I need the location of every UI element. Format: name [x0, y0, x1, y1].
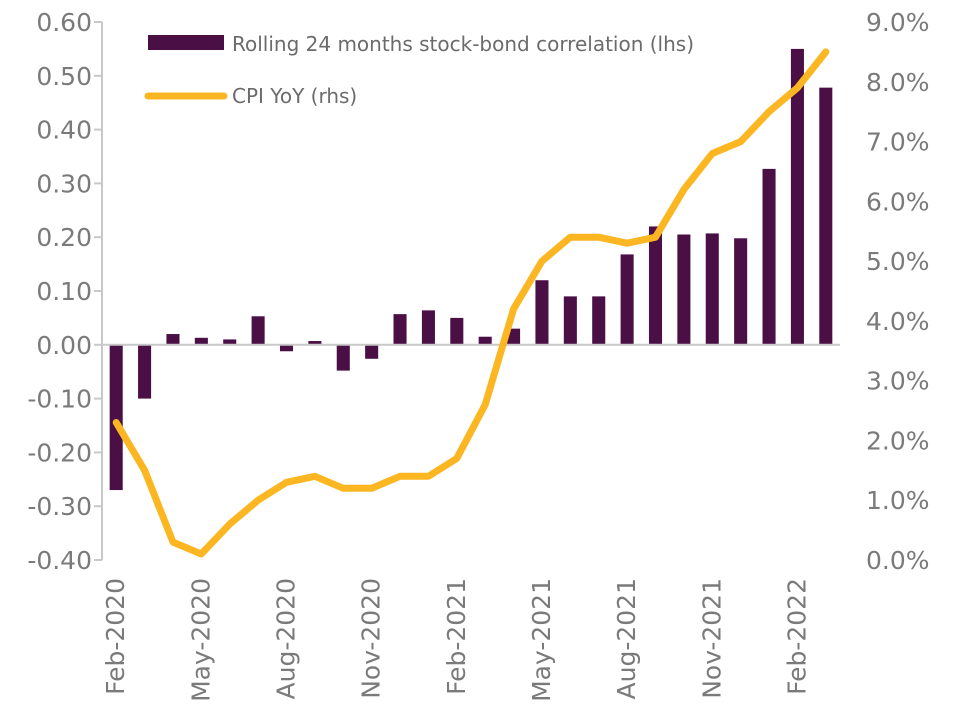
left-tick-label: -0.20 [27, 438, 92, 467]
cpi-point [115, 422, 117, 424]
legend-label-cpi: CPI YoY (rhs) [232, 84, 357, 108]
correlation-bar [563, 296, 577, 345]
right-tick-label: 3.0% [866, 367, 930, 396]
left-tick-label: 0.60 [36, 8, 92, 37]
left-tick-label: -0.30 [27, 492, 92, 521]
legend-swatch-correlation [148, 35, 224, 50]
cpi-point [200, 553, 202, 555]
correlation-bar [790, 48, 804, 345]
cpi-point [711, 153, 713, 155]
right-tick-label: 9.0% [866, 8, 930, 37]
left-tick-label: 0.50 [36, 62, 92, 91]
left-tick-label: 0.10 [36, 277, 92, 306]
cpi-point [655, 236, 656, 238]
correlation-bar [166, 334, 180, 345]
correlation-bar [251, 316, 265, 345]
left-tick-label: -0.10 [27, 385, 92, 414]
cpi-point [286, 481, 287, 483]
correlation-bar [705, 233, 719, 345]
cpi-points [115, 51, 827, 555]
correlation-bar [677, 234, 691, 345]
cpi-point [399, 475, 401, 477]
x-tick-label: May-2020 [186, 578, 215, 702]
left-tick-label: 0.30 [36, 169, 92, 198]
cpi-point [484, 404, 486, 406]
cpi-line [112, 48, 830, 558]
right-tick-label: 6.0% [866, 187, 930, 216]
correlation-bar [762, 168, 776, 345]
correlation-bar [478, 336, 492, 345]
correlation-bar [819, 87, 833, 345]
correlation-bar [109, 344, 123, 491]
cpi-point [513, 308, 515, 310]
left-tick-label: 0.20 [36, 223, 92, 252]
correlation-bar [450, 317, 464, 345]
cpi-point [541, 260, 543, 262]
right-tick-label: 5.0% [866, 247, 930, 276]
right-tick-label: 1.0% [866, 486, 930, 515]
right-y-axis: 9.0% 8.0% 7.0% 6.0% 5.0% 4.0% 3.0% 2.0% 1.0% 0.0% [866, 8, 930, 575]
x-tick-label: May-2021 [527, 578, 556, 702]
legend: Rolling 24 months stock-bond correlation… [144, 32, 694, 108]
cpi-point [144, 469, 146, 471]
correlation-bar [592, 296, 606, 345]
cpi-point [598, 236, 600, 238]
cpi-point [626, 242, 628, 244]
correlation-bar [393, 314, 407, 345]
left-y-axis: 0.60 0.50 0.40 0.30 0.20 0.10 0.00 -0.10 -0.20 -0… [27, 8, 103, 575]
x-tick-label: Aug-2021 [612, 578, 641, 699]
cpi-point [740, 141, 742, 143]
cpi-point [342, 487, 344, 489]
x-tick-label: Feb-2022 [782, 578, 811, 695]
x-tick-label: Nov-2020 [357, 578, 386, 699]
x-tick-label: Nov-2021 [697, 578, 726, 699]
left-tick-label: 0.00 [36, 331, 92, 360]
correlation-bar [535, 280, 549, 345]
x-tick-label: Feb-2020 [101, 578, 130, 695]
correlation-bar [620, 254, 634, 345]
cpi-point [371, 487, 373, 489]
cpi-point [229, 523, 231, 525]
correlation-bar [138, 344, 152, 399]
cpi-point [172, 541, 174, 543]
right-tick-label: 4.0% [866, 307, 930, 336]
correlation-bar [308, 341, 322, 345]
right-tick-label: 2.0% [866, 426, 930, 455]
cpi-point [569, 236, 571, 238]
cpi-point [825, 51, 827, 53]
correlation-bar [336, 344, 350, 371]
cpi-point [427, 475, 429, 477]
correlation-bar [648, 226, 663, 345]
left-tick-label: -0.40 [27, 546, 92, 575]
correlation-bars [109, 48, 833, 491]
correlation-bar [279, 344, 294, 352]
x-tick-label: Feb-2021 [442, 578, 471, 695]
cpi-point [314, 475, 316, 477]
legend-label-correlation: Rolling 24 months stock-bond correlation… [232, 32, 694, 56]
right-tick-label: 0.0% [866, 546, 930, 575]
cpi-point [683, 188, 685, 190]
correlation-bar [194, 337, 208, 345]
cpi-point [768, 111, 770, 113]
cpi-point [796, 87, 798, 89]
correlation-bar [507, 328, 521, 345]
cpi-point [257, 499, 259, 501]
correlation-bar [734, 238, 748, 345]
right-tick-label: 7.0% [866, 128, 930, 157]
correlation-bar [421, 310, 435, 345]
correlation-bar [365, 344, 379, 359]
x-tick-label: Aug-2020 [272, 578, 301, 699]
cpi-point [456, 457, 458, 459]
left-tick-label: 0.40 [36, 116, 92, 145]
correlation-bar [223, 339, 237, 345]
right-tick-label: 8.0% [866, 68, 930, 97]
x-axis: Feb-2020 May-2020 Aug-2020 Nov-2020 Feb-2021… [101, 578, 811, 702]
